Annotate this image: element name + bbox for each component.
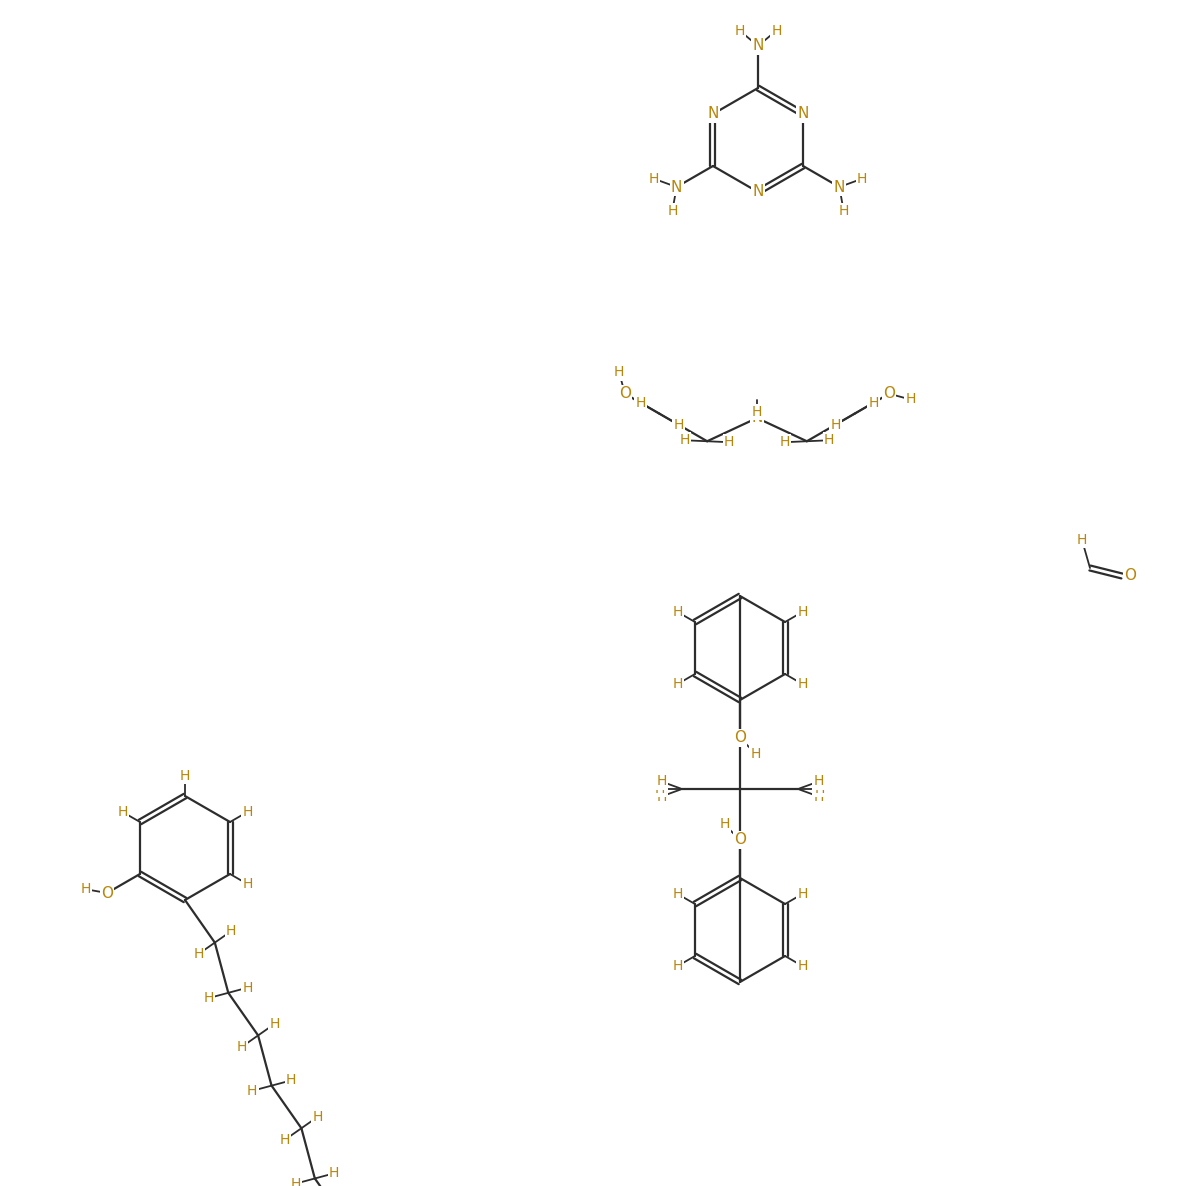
Text: H: H <box>672 677 683 691</box>
Text: H: H <box>204 991 214 1005</box>
Text: H: H <box>330 1166 339 1180</box>
Text: H: H <box>830 417 840 432</box>
Text: N: N <box>752 185 764 199</box>
Text: H: H <box>797 677 807 691</box>
Text: H: H <box>779 435 790 449</box>
Text: H: H <box>237 1040 247 1054</box>
Text: N: N <box>707 107 719 121</box>
Text: N: N <box>833 179 845 195</box>
Text: H: H <box>193 948 204 961</box>
Text: H: H <box>226 924 237 938</box>
Text: H: H <box>242 981 253 995</box>
Text: H: H <box>771 24 782 38</box>
Text: H: H <box>838 204 849 218</box>
Text: H: H <box>751 746 760 760</box>
Text: H: H <box>734 24 745 38</box>
Text: N: N <box>751 410 763 426</box>
Text: H: H <box>247 1084 258 1098</box>
Text: N: N <box>671 179 683 195</box>
Text: H: H <box>869 396 879 409</box>
Text: H: H <box>672 605 683 619</box>
Text: H: H <box>797 959 807 973</box>
Text: H: H <box>814 782 825 796</box>
Text: H: H <box>813 774 824 789</box>
Text: H: H <box>649 172 659 186</box>
Text: O: O <box>619 387 631 401</box>
Text: H: H <box>797 605 807 619</box>
Text: O: O <box>883 387 896 401</box>
Text: N: N <box>797 107 809 121</box>
Text: H: H <box>270 1016 280 1031</box>
Text: H: H <box>614 365 624 380</box>
Text: O: O <box>734 731 746 746</box>
Text: H: H <box>656 774 666 789</box>
Text: H: H <box>857 172 867 186</box>
Text: O: O <box>1124 568 1136 584</box>
Text: H: H <box>118 805 128 820</box>
Text: H: H <box>813 790 824 804</box>
Text: H: H <box>80 882 91 897</box>
Text: H: H <box>654 782 665 796</box>
Text: H: H <box>242 805 253 820</box>
Text: H: H <box>672 959 683 973</box>
Text: H: H <box>797 887 807 901</box>
Text: H: H <box>824 433 834 447</box>
Text: H: H <box>680 433 691 447</box>
Text: H: H <box>291 1177 300 1186</box>
Text: H: H <box>724 435 734 449</box>
Text: O: O <box>734 833 746 848</box>
Text: H: H <box>752 404 763 419</box>
Text: H: H <box>672 887 683 901</box>
Text: H: H <box>180 769 191 783</box>
Text: H: H <box>242 876 253 891</box>
Text: H: H <box>905 393 916 407</box>
Text: H: H <box>280 1133 291 1147</box>
Text: H: H <box>656 790 666 804</box>
Text: O: O <box>101 886 113 900</box>
Text: H: H <box>313 1110 322 1124</box>
Text: H: H <box>719 817 730 831</box>
Text: H: H <box>673 417 684 432</box>
Text: H: H <box>286 1073 297 1088</box>
Text: N: N <box>752 38 764 53</box>
Text: H: H <box>636 396 646 409</box>
Text: H: H <box>667 204 678 218</box>
Text: H: H <box>1077 533 1088 547</box>
